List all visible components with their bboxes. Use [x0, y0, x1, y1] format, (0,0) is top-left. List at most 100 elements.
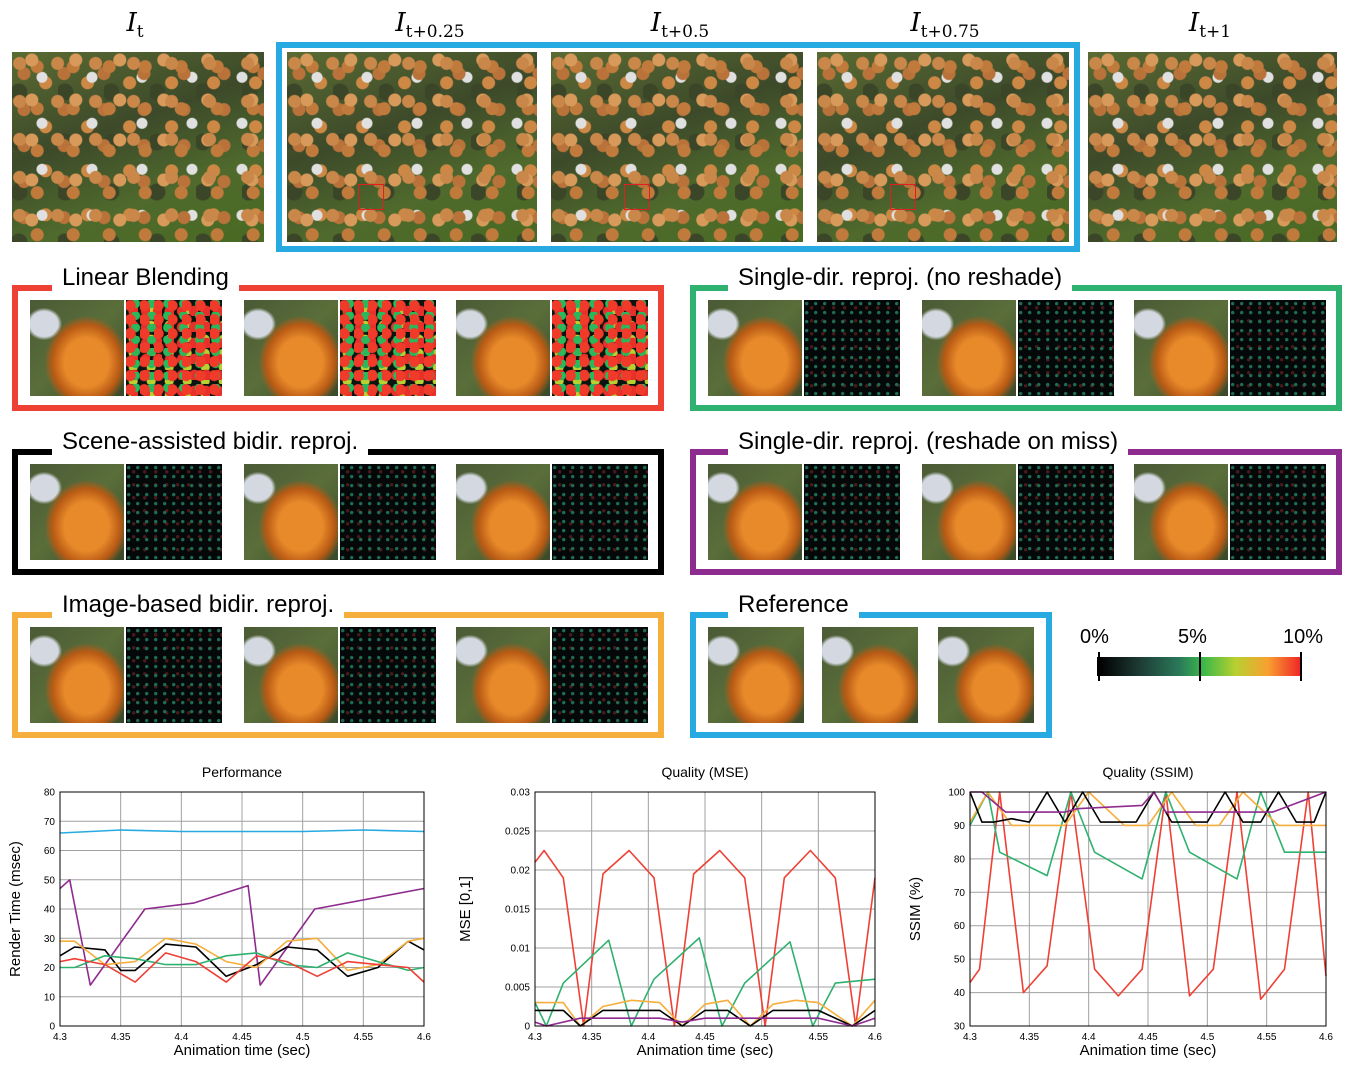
error-map: [552, 300, 648, 396]
colorbar-label-5: 5%: [1178, 626, 1207, 648]
crop-image: [1134, 464, 1228, 560]
y-tick-label: 0.025: [505, 827, 530, 838]
series-line-orange: [60, 937, 425, 972]
error-map: [1230, 300, 1326, 396]
crop-image: [708, 464, 802, 560]
crop-image: [456, 627, 550, 723]
x-tick-label: 4.3: [53, 1032, 67, 1043]
panel-reference: [690, 612, 1052, 738]
x-tick-label: 4.55: [809, 1032, 829, 1043]
x-tick-label: 4.5: [1200, 1032, 1214, 1043]
chart-mse: 4.3 4.35 4.4 4.45 4.5 4.55 4.6 0 0.005 0.01 0.015 0…: [457, 788, 882, 1060]
crop-image: [922, 300, 1016, 396]
error-map: [804, 300, 900, 396]
crop-image: [30, 464, 124, 560]
plot-frame: [534, 791, 876, 1027]
x-tick-label: 4.4: [1082, 1032, 1096, 1043]
x-axis-label: Animation time (sec): [637, 1042, 774, 1059]
frame-label-t025: It+0.25: [395, 8, 465, 42]
series-line-green: [60, 952, 425, 972]
series-line-black: [535, 1009, 876, 1027]
crop-image: [456, 300, 550, 396]
panel-title-scene-assisted: Scene-assisted bidir. reproj.: [52, 428, 369, 456]
y-tick-label: 60: [954, 921, 966, 932]
x-tick-label: 4.35: [582, 1032, 602, 1043]
panel-title-single-dir-reshade: Single-dir. reproj. (reshade on miss): [728, 428, 1129, 456]
y-tick-label: 80: [44, 788, 56, 799]
crop-marker: [624, 184, 650, 210]
error-map: [340, 300, 436, 396]
y-tick-label: 0.005: [505, 983, 530, 994]
y-tick-label: 40: [44, 905, 56, 916]
error-map: [340, 464, 436, 560]
crop-image: [244, 464, 338, 560]
series-line-red: [969, 791, 1327, 1001]
y-tick-label: 10: [44, 992, 56, 1003]
frame-image-t: [12, 52, 264, 242]
frame-image-t025: [287, 52, 537, 242]
crop-image: [456, 464, 550, 560]
error-map: [1230, 464, 1326, 560]
frame-label-t1: It+1: [1188, 8, 1232, 42]
error-map: [126, 300, 222, 396]
plot-frame: [59, 791, 425, 1027]
crop-image: [708, 300, 802, 396]
x-tick-label: 4.5: [755, 1032, 769, 1043]
error-map: [340, 627, 436, 723]
y-tick-label: 70: [44, 817, 56, 828]
error-map: [552, 627, 648, 723]
crop-image: [822, 627, 918, 723]
y-tick-label: 30: [44, 934, 56, 945]
panel-title-image-based: Image-based bidir. reproj.: [52, 591, 345, 619]
x-tick-label: 4.4: [174, 1032, 188, 1043]
panel-title-single-dir-no-reshade: Single-dir. reproj. (no reshade): [728, 264, 1073, 292]
y-axis-label: MSE [0,1]: [457, 876, 474, 942]
crop-image: [922, 464, 1016, 560]
y-tick-label: 60: [44, 846, 56, 857]
error-map: [804, 464, 900, 560]
series-line-orange: [535, 999, 876, 1027]
error-map: [126, 627, 222, 723]
crop-image: [30, 300, 124, 396]
y-tick-label: 80: [954, 854, 966, 865]
error-map: [1018, 300, 1114, 396]
colorbar-tick: [1199, 652, 1201, 681]
error-map: [552, 464, 648, 560]
colorbar-label-0: 0%: [1080, 626, 1109, 648]
x-tick-label: 4.5: [296, 1032, 310, 1043]
series-line-red: [59, 952, 425, 983]
y-tick-label: 0.015: [505, 905, 530, 916]
chart-title-mse: Quality (MSE): [661, 764, 749, 780]
crop-image: [244, 300, 338, 396]
crop-image: [30, 627, 124, 723]
crop-image: [244, 627, 338, 723]
y-tick-label: 0.03: [511, 788, 531, 799]
x-axis-label: Animation time (sec): [1080, 1042, 1217, 1059]
plot-frame: [969, 791, 1327, 1027]
error-map: [1018, 464, 1114, 560]
panel-title-linear-blending: Linear Blending: [52, 264, 239, 292]
x-axis-label: Animation time (sec): [174, 1042, 311, 1059]
crop-image: [938, 627, 1034, 723]
x-tick-label: 4.3: [528, 1032, 542, 1043]
y-tick-label: 50: [44, 875, 56, 886]
y-tick-label: 20: [44, 963, 56, 974]
error-map: [126, 464, 222, 560]
chart-performance: 4.3 4.35 4.4 4.45 4.5 4.55 4.6 0 10 20 30 40 50 60 70 8…: [7, 788, 431, 1060]
crop-image: [708, 627, 804, 723]
panel-title-reference: Reference: [728, 591, 859, 619]
x-tick-label: 4.3: [963, 1032, 977, 1043]
series-line-red: [534, 849, 876, 1027]
x-tick-label: 4.35: [111, 1032, 131, 1043]
panel-linear-blending: [12, 285, 664, 411]
y-tick-label: 0: [49, 1022, 55, 1033]
y-tick-label: 100: [948, 788, 965, 799]
y-tick-label: 0.02: [511, 866, 531, 877]
frame-label-t05: It+0.5: [650, 8, 710, 42]
x-tick-label: 4.45: [1138, 1032, 1158, 1043]
y-tick-label: 50: [954, 955, 966, 966]
chart-ssim: 4.3 4.35 4.4 4.45 4.5 4.55 4.6 30 40 50 60 70 80 90 10…: [907, 788, 1333, 1060]
x-tick-label: 4.45: [695, 1032, 715, 1043]
y-tick-label: 90: [954, 821, 966, 832]
frame-label-t075: It+0.75: [910, 8, 980, 42]
